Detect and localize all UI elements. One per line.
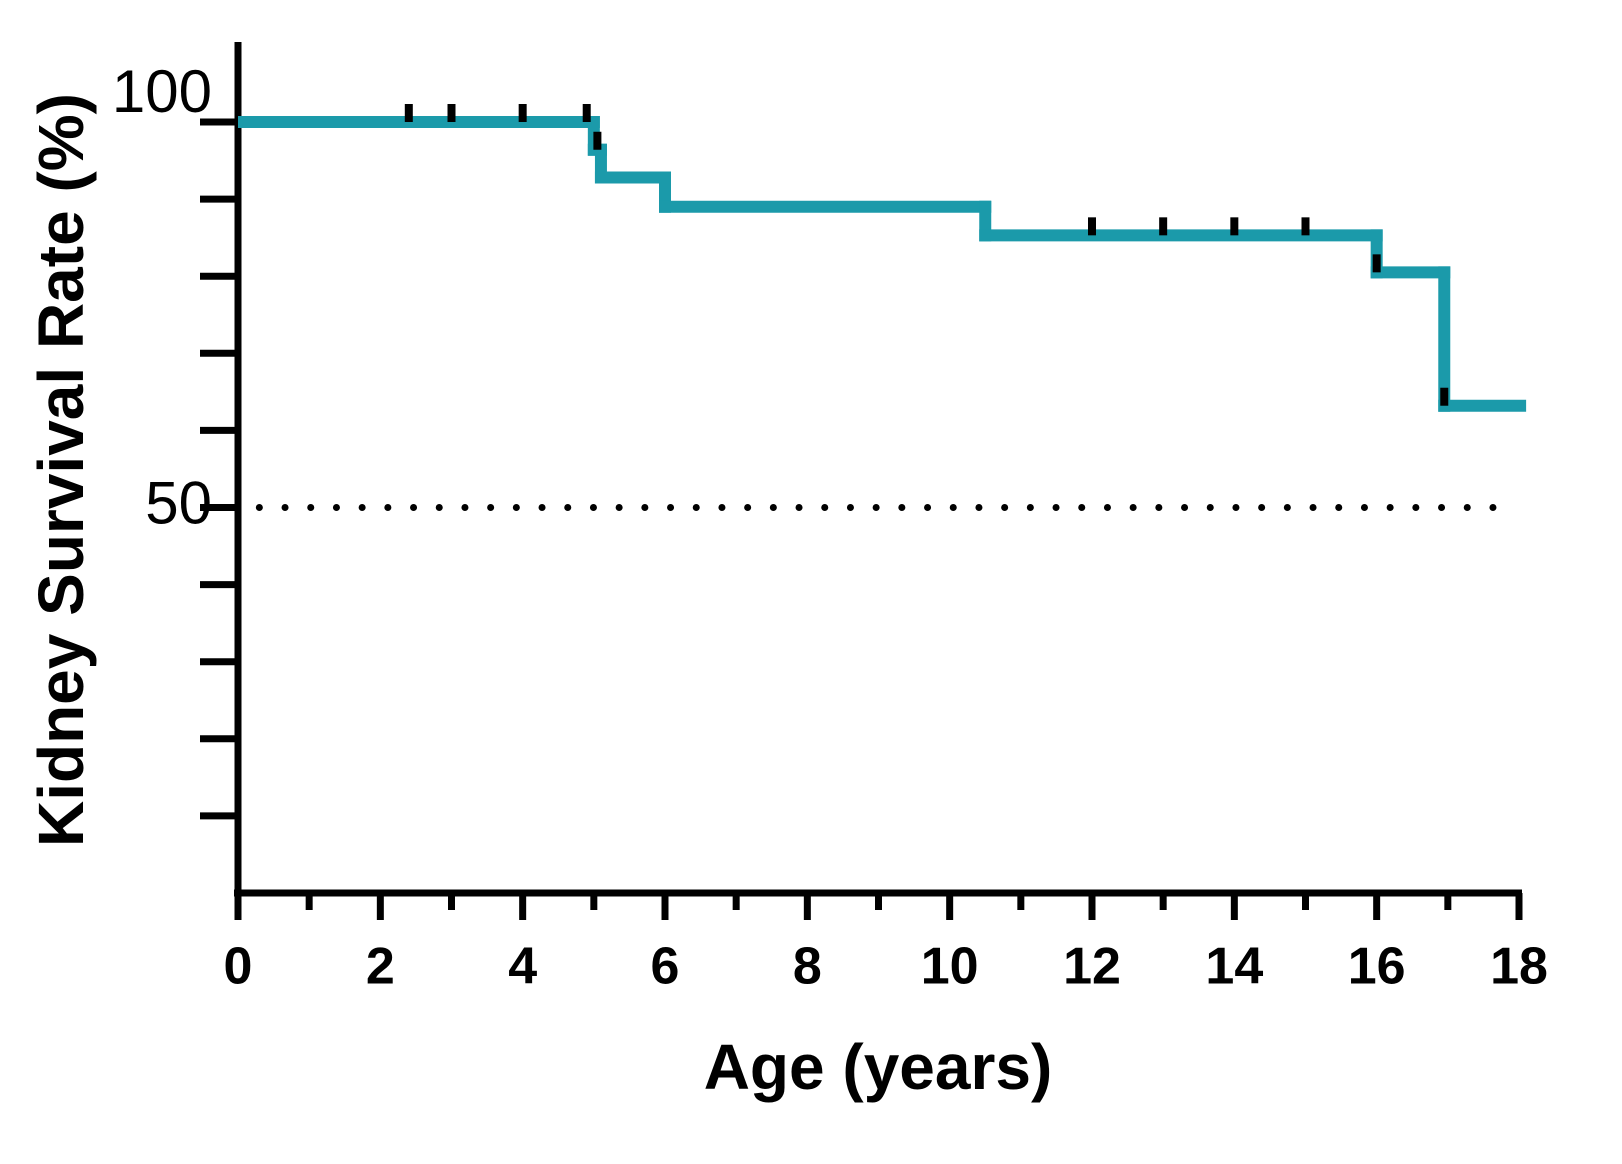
x-axis-title: Age (years) [704,1031,1053,1103]
y-tick-label: 50 [145,469,212,536]
censor-mark [1230,217,1239,236]
censor-mark [1159,217,1168,236]
censor-mark [1301,217,1310,236]
x-tick-label: 16 [1348,938,1406,996]
censor-mark [593,131,602,150]
x-tick-label: 14 [1205,938,1263,996]
censor-mark [404,104,413,122]
x-tick-label: 4 [508,938,537,996]
censor-mark [582,104,591,122]
x-tick-label: 8 [793,938,822,996]
x-tick-label: 12 [1063,938,1121,996]
censor-mark [1088,217,1096,236]
x-tick-label: 6 [651,938,680,996]
x-tick-label: 0 [224,938,253,996]
censor-mark [447,104,456,122]
x-tick-label: 2 [366,938,395,996]
y-tick-label: 100 [112,58,212,125]
x-tick-label: 10 [921,938,979,996]
censor-mark [1372,254,1381,273]
censor-mark [518,104,527,122]
y-axis-title: Kidney Survival Rate (%) [25,93,97,847]
censor-mark [1440,387,1449,406]
x-tick-label: 18 [1490,938,1548,996]
